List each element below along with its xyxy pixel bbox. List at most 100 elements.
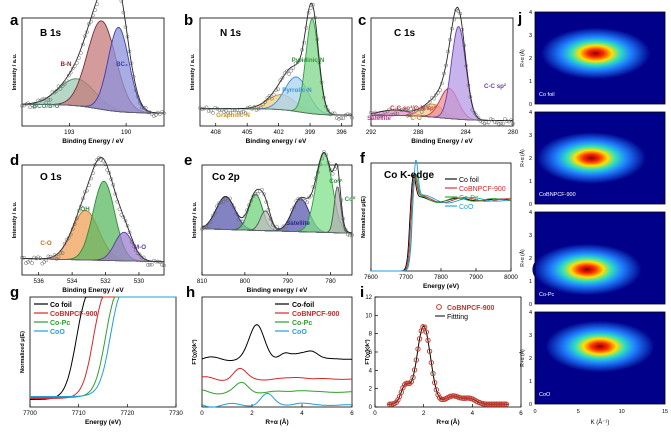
raw-data-point: [115, 199, 120, 204]
x-tick-label: 4: [300, 410, 304, 417]
peak-label: -OH: [78, 206, 90, 213]
x-tick-label: 6: [519, 410, 523, 417]
legend-label: CoBNPCF-900: [447, 305, 495, 312]
x-tick-label: 7700: [23, 410, 37, 417]
y-axis-label: Intensity / a.u.: [12, 53, 18, 90]
data-point: [482, 401, 488, 407]
data-point: [462, 395, 468, 401]
raw-data-point: [287, 72, 291, 76]
raw-data-point: [432, 96, 436, 101]
raw-data-point: [260, 187, 264, 192]
raw-data-point: [305, 200, 309, 205]
x-tick-label: 790: [283, 278, 294, 285]
data-point: [460, 395, 466, 401]
x-tick-label: 190: [121, 129, 132, 136]
raw-data-point: [330, 111, 335, 116]
y-axis-label: Normalized μ(E): [361, 196, 367, 238]
y-tick-label: 4: [369, 368, 373, 374]
raw-data-point: [273, 227, 277, 232]
raw-data-point: [91, 13, 95, 18]
data-point: [497, 401, 503, 407]
x-tick-label: 5: [577, 409, 580, 415]
panel-a: 193 190 Binding Energy / eV Intensity / a.u…: [0, 0, 168, 150]
raw-data-point: [206, 109, 211, 113]
raw-data-point: [42, 96, 47, 101]
raw-data-point: [484, 122, 489, 127]
y-tick-label: 1: [529, 179, 532, 185]
raw-data-point: [313, 176, 318, 181]
panel-f: 7600 7700 7800 7900 8000 Energy (eV) Normalize…: [355, 145, 518, 295]
raw-data-point: [50, 256, 55, 261]
raw-data-point: [269, 96, 274, 101]
data-point: [386, 401, 393, 407]
raw-data-point: [279, 227, 284, 232]
panel-letter-f: f: [360, 150, 365, 167]
raw-data-point: [333, 167, 337, 171]
raw-data-point: [423, 105, 428, 110]
panel-j: 0 1 2 3 4 R+α (Å) Co foil 0 1 2 3 4 R+α (Å) CoBNPCF-9…: [515, 0, 671, 432]
raw-data-point: [133, 248, 138, 252]
peak-label: Graphitic-N: [216, 112, 250, 119]
raw-data-point: [137, 100, 142, 105]
raw-data-point: [109, 177, 114, 181]
raw-data-point: [101, 158, 105, 163]
raw-data-point: [50, 90, 55, 94]
raw-data-point: [399, 108, 404, 113]
raw-data-point: [425, 104, 430, 109]
raw-data-point: [403, 107, 408, 112]
raw-data-point: [235, 108, 239, 112]
x-axis-label: Energy (eV): [85, 419, 121, 426]
chart-h-svg: 0 2 4 6 R+α (Å) FT(χ(k)k³) Co-foil CoBNPCF-900 C…: [191, 296, 354, 426]
panel-a-title: B 1s: [40, 28, 62, 39]
raw-data-point: [293, 61, 298, 66]
data-point: [490, 401, 496, 407]
wavelet-hotspot: [532, 243, 642, 296]
raw-data-point: [245, 105, 250, 110]
raw-data-point: [123, 218, 128, 223]
y-tick-label: 4: [529, 10, 532, 16]
raw-data-point: [34, 102, 39, 107]
x-tick-label: 7900: [469, 274, 483, 281]
chart-b-svg: 408 405 402 399 396 Binding energy / eV Intens…: [190, 2, 354, 145]
legend-label: Co foil: [459, 177, 479, 184]
raw-data-point: [93, 163, 97, 167]
raw-data-point: [215, 204, 219, 209]
y-tick-label: 6: [369, 350, 373, 356]
data-point: [503, 401, 510, 407]
raw-data-point: [20, 255, 24, 260]
raw-data-point: [141, 106, 146, 110]
raw-data-point: [137, 252, 142, 257]
raw-data-point: [219, 108, 224, 112]
raw-data-point: [119, 212, 124, 217]
raw-data-point: [266, 207, 271, 212]
raw-data-point: [152, 114, 156, 118]
chart-j-svg: 0 1 2 3 4 R+α (Å) Co foil 0 1 2 3 4 R+α (Å) CoBNPCF-9…: [519, 10, 668, 426]
y-tick-label: 4: [529, 110, 532, 116]
x-tick-label: 15: [662, 409, 668, 415]
data-point: [428, 359, 434, 366]
raw-data-point: [198, 106, 202, 110]
raw-data-point: [209, 108, 213, 113]
chart-e-svg: 810 800 790 780 Binding energy / eV Intensity…: [192, 150, 356, 294]
raw-data-point: [462, 43, 467, 48]
raw-data-point: [373, 110, 377, 115]
x-tick-label: 7700: [399, 274, 413, 281]
raw-data-point: [292, 205, 296, 210]
raw-data-point: [306, 10, 311, 15]
raw-data-point: [200, 227, 204, 231]
series-line-co-foil: [201, 324, 352, 362]
raw-data-point: [482, 121, 487, 126]
raw-data-point: [143, 258, 148, 263]
raw-data-point: [413, 108, 418, 113]
raw-data-point: [219, 200, 224, 204]
raw-data-point: [315, 37, 320, 42]
wavelet-label: CoBNPCF-900: [539, 192, 576, 198]
panel-letter-i: i: [360, 284, 365, 301]
raw-data-point: [135, 94, 140, 99]
raw-data-point: [291, 66, 296, 70]
fit-line: [387, 325, 509, 405]
raw-data-point: [76, 55, 81, 60]
panel-letter-g: g: [10, 284, 20, 301]
raw-data-point: [62, 241, 67, 246]
raw-data-point: [322, 150, 326, 154]
